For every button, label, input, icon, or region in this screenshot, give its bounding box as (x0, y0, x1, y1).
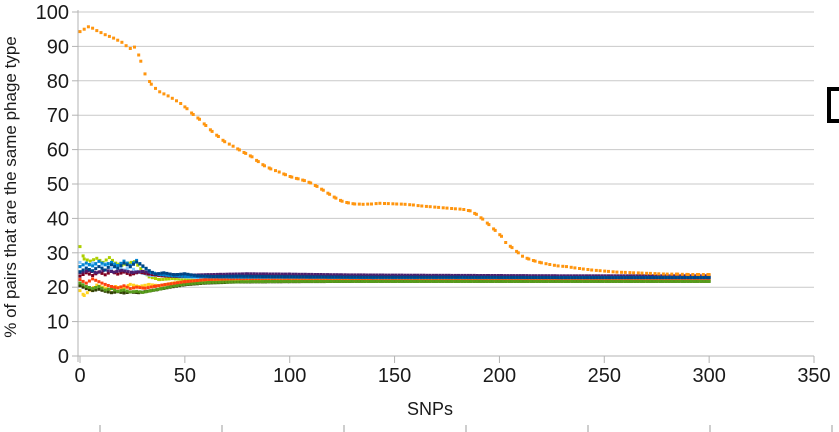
y-tick-label: 40 (47, 208, 69, 230)
x-tick-label: 150 (378, 365, 411, 387)
y-tick-label: 70 (47, 105, 69, 127)
y-tick-label: 60 (47, 140, 69, 162)
x-tick-label: 50 (174, 365, 196, 387)
series-points-green (78, 279, 711, 294)
series-points-dark-blue (78, 260, 711, 280)
y-tick-label: 30 (47, 243, 69, 265)
y-tick-label: 20 (47, 277, 69, 299)
y-tick-label: 50 (47, 174, 69, 196)
series-points-orange-declining (78, 25, 711, 276)
x-tick-label: 0 (74, 365, 85, 387)
y-tick-label: 80 (47, 71, 69, 93)
x-tick-label: 200 (483, 365, 516, 387)
x-axis-title: SNPs (406, 399, 454, 419)
series-points-purple (78, 268, 711, 278)
x-tick-label: 250 (588, 365, 621, 387)
x-tick-label: 350 (797, 365, 830, 387)
y-tick-label: 0 (58, 346, 69, 368)
y-tick-label: 90 (47, 36, 69, 58)
y-tick-label: 100 (36, 2, 69, 24)
y-tick-label: 10 (47, 312, 69, 334)
legend-box-fragment-icon (827, 87, 839, 123)
y-axis-title: % of pairs that are the same phage type (1, 36, 20, 338)
x-tick-label: 100 (273, 365, 306, 387)
x-tick-label: 300 (692, 365, 725, 387)
